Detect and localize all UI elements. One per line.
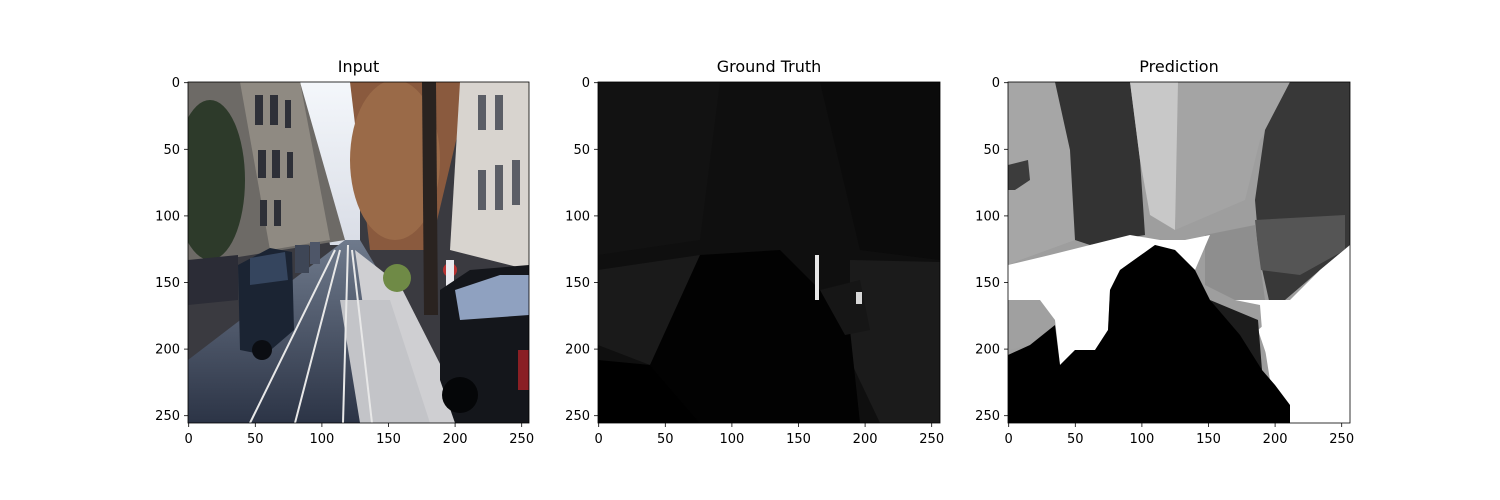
x-tick-label: 50 — [1067, 432, 1084, 447]
y-tick-label: 200 — [975, 343, 1000, 358]
x-tick-label: 0 — [185, 432, 193, 447]
y-tick-label: 0 — [582, 76, 590, 91]
x-ticks-ground-truth: 0 50 100 150 200 250 — [595, 423, 944, 447]
panel-title-ground-truth: Ground Truth — [717, 57, 822, 76]
x-tick-label: 250 — [509, 432, 534, 447]
y-tick-label: 50 — [573, 143, 590, 158]
x-ticks-prediction: 0 50 100 150 200 250 — [1005, 423, 1354, 447]
y-tick-label: 250 — [155, 409, 180, 424]
prediction-mask-image — [1008, 82, 1350, 423]
y-tick-label: 0 — [992, 76, 1000, 91]
axes-frame-ground-truth — [597, 81, 941, 424]
panel-input: Input — [155, 57, 534, 447]
x-tick-label: 150 — [786, 432, 811, 447]
x-tick-label: 50 — [657, 432, 674, 447]
y-tick-label: 250 — [565, 409, 590, 424]
x-tick-label: 100 — [1129, 432, 1154, 447]
panel-ground-truth: Ground Truth 0 50 100 150 200 25 — [565, 57, 944, 447]
y-tick-label: 150 — [975, 276, 1000, 291]
y-tick-label: 100 — [975, 209, 1000, 224]
y-ticks-prediction: 0 50 100 150 200 250 — [975, 76, 1008, 424]
y-tick-label: 50 — [163, 143, 180, 158]
x-ticks-input: 0 50 100 150 200 250 — [185, 423, 534, 447]
panel-prediction: Prediction — [975, 57, 1354, 447]
panel-title-prediction: Prediction — [1139, 57, 1218, 76]
y-tick-label: 200 — [155, 343, 180, 358]
y-tick-label: 150 — [155, 276, 180, 291]
y-tick-label: 100 — [155, 209, 180, 224]
x-tick-label: 100 — [719, 432, 744, 447]
y-tick-label: 250 — [975, 409, 1000, 424]
x-tick-label: 0 — [595, 432, 603, 447]
y-tick-label: 150 — [565, 276, 590, 291]
y-tick-label: 0 — [172, 76, 180, 91]
x-tick-label: 250 — [919, 432, 944, 447]
y-ticks-ground-truth: 0 50 100 150 200 250 — [565, 76, 598, 424]
x-tick-label: 200 — [853, 432, 878, 447]
x-tick-label: 150 — [1196, 432, 1221, 447]
x-tick-label: 50 — [247, 432, 264, 447]
x-tick-label: 250 — [1329, 432, 1354, 447]
y-tick-label: 200 — [565, 343, 590, 358]
ground-truth-mask-image — [598, 82, 940, 423]
y-tick-label: 100 — [565, 209, 590, 224]
x-tick-label: 200 — [1263, 432, 1288, 447]
axes-frame-prediction — [1007, 81, 1351, 424]
x-tick-label: 150 — [376, 432, 401, 447]
x-tick-label: 100 — [309, 432, 334, 447]
y-ticks-input: 0 50 100 150 200 250 — [155, 76, 188, 424]
y-tick-label: 50 — [983, 143, 1000, 158]
x-tick-label: 0 — [1005, 432, 1013, 447]
input-street-image — [188, 82, 529, 423]
panel-title-input: Input — [338, 57, 379, 76]
axes-frame-input — [187, 81, 530, 424]
x-tick-label: 200 — [443, 432, 468, 447]
